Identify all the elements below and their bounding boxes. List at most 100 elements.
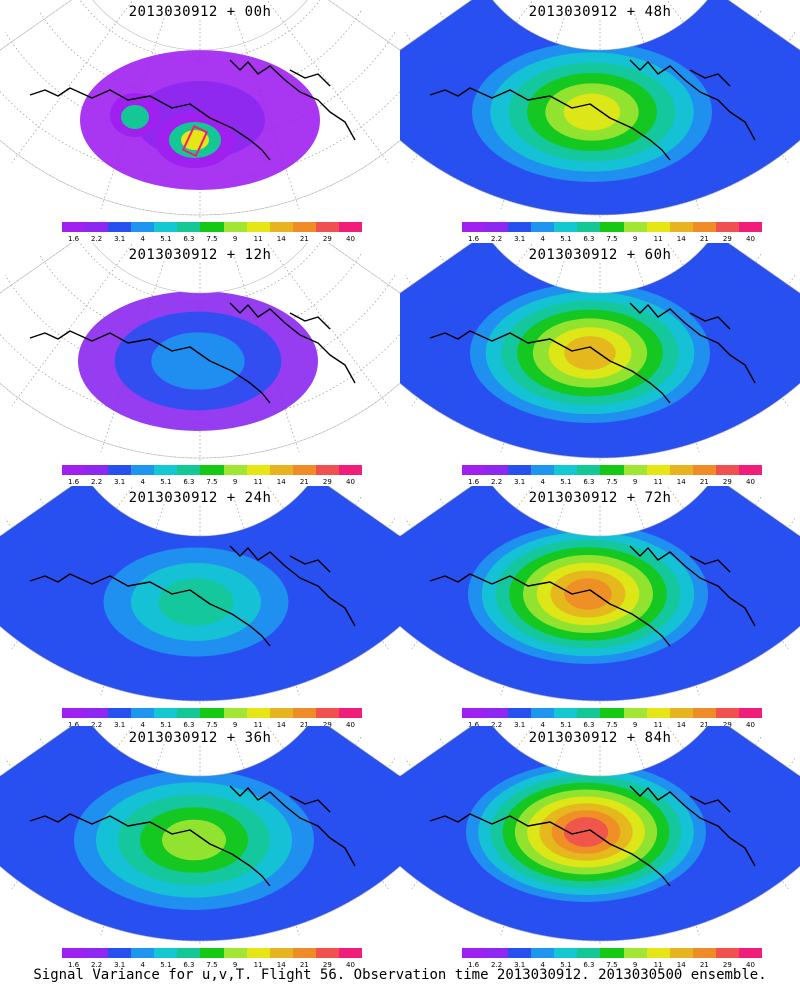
colorbar-label: 14 bbox=[276, 721, 286, 729]
colorbar-label: 40 bbox=[345, 721, 355, 729]
colorbar-swatch bbox=[246, 708, 270, 718]
colorbar-swatch bbox=[600, 465, 624, 475]
colorbar-label: 11 bbox=[653, 478, 663, 486]
colorbar-label: 9 bbox=[632, 721, 638, 729]
variance-field bbox=[78, 291, 318, 431]
colorbar-label: 40 bbox=[345, 235, 355, 243]
coastline bbox=[429, 59, 756, 161]
colorbar-swatch bbox=[554, 465, 578, 475]
colorbar-label: 21 bbox=[299, 961, 309, 969]
colorbar-label: 29 bbox=[722, 721, 732, 729]
colorbar-swatch bbox=[692, 222, 716, 232]
colorbar-swatch bbox=[738, 465, 763, 475]
colorbar-swatch bbox=[154, 222, 178, 232]
colorbar-swatch bbox=[338, 222, 363, 232]
colorbar-swatch bbox=[715, 222, 739, 232]
variance-field bbox=[400, 486, 800, 701]
colorbar-swatch bbox=[315, 708, 339, 718]
colorbar-label: 2.2 bbox=[491, 961, 503, 969]
colorbar-swatch bbox=[108, 222, 132, 232]
coastline bbox=[29, 545, 356, 647]
colorbar-label: 21 bbox=[299, 478, 309, 486]
colorbar-label: 21 bbox=[699, 478, 709, 486]
colorbar-label: 2.2 bbox=[491, 721, 503, 729]
colorbar-swatch bbox=[269, 222, 293, 232]
colorbar-label: 9 bbox=[632, 235, 638, 243]
colorbar-swatch bbox=[338, 708, 363, 718]
colorbar-swatch bbox=[200, 222, 224, 232]
colorbar-swatch bbox=[338, 465, 363, 475]
colorbar-swatch bbox=[738, 222, 763, 232]
colorbar-swatch bbox=[131, 948, 155, 958]
colorbar-label: 2.2 bbox=[491, 478, 503, 486]
colorbar-swatch bbox=[600, 948, 624, 958]
domain-outline bbox=[0, 486, 400, 702]
colorbar-swatch bbox=[738, 948, 763, 958]
colorbar-label: 1.6 bbox=[467, 961, 480, 969]
colorbar-label: 6.3 bbox=[583, 235, 595, 243]
colorbar-label: 29 bbox=[322, 478, 332, 486]
colorbar-swatch bbox=[292, 948, 316, 958]
colorbar-swatch bbox=[531, 465, 555, 475]
variance-field bbox=[0, 486, 400, 701]
panel-title: 2013030912 + 84h bbox=[528, 730, 672, 746]
colorbar-label: 7.5 bbox=[206, 961, 218, 969]
colorbar-label: 14 bbox=[676, 478, 686, 486]
colorbar-label: 14 bbox=[276, 961, 286, 969]
colorbar-swatch bbox=[623, 222, 647, 232]
colorbar-swatch bbox=[223, 708, 247, 718]
colorbar bbox=[462, 222, 763, 232]
colorbar-swatch bbox=[85, 708, 109, 718]
colorbar-swatch bbox=[292, 465, 316, 475]
colorbar-swatch bbox=[623, 465, 647, 475]
forecast-panel-p60: 2013030912 + 60h 1.6 2.2 3.1 4 5.1 6.3 7.5 9 11 14… bbox=[400, 243, 800, 486]
colorbar-label: 6.3 bbox=[583, 721, 595, 729]
colorbar-swatch bbox=[692, 708, 716, 718]
colorbar-swatch bbox=[623, 948, 647, 958]
colorbar bbox=[62, 465, 363, 475]
colorbar-swatch bbox=[623, 708, 647, 718]
colorbar-label: 40 bbox=[745, 961, 755, 969]
colorbar-swatch bbox=[600, 222, 624, 232]
colorbar-swatch bbox=[62, 465, 86, 475]
colorbar-label: 3.1 bbox=[514, 721, 526, 729]
colorbar-labels: 1.6 2.2 3.1 4 5.1 6.3 7.5 9 11 14 21 29 40 bbox=[462, 961, 762, 971]
colorbar-label: 3.1 bbox=[514, 961, 526, 969]
domain-outline bbox=[400, 726, 800, 942]
colorbar-label: 40 bbox=[745, 721, 755, 729]
colorbar-swatch bbox=[554, 222, 578, 232]
colorbar-label: 2.2 bbox=[91, 721, 103, 729]
colorbar-label: 1.6 bbox=[67, 721, 80, 729]
colorbar-label: 40 bbox=[745, 235, 755, 243]
coastline bbox=[29, 302, 356, 404]
variance-map bbox=[0, 486, 400, 706]
forecast-panel-p36: 2013030912 + 36h 1.6 2.2 3.1 4 5.1 6.3 7.5 9 11 14… bbox=[0, 726, 400, 969]
colorbar-label: 2.2 bbox=[91, 235, 103, 243]
colorbar-label: 5.1 bbox=[560, 478, 572, 486]
colorbar-label: 11 bbox=[253, 721, 263, 729]
colorbar-label: 3.1 bbox=[514, 235, 526, 243]
colorbar-swatch bbox=[62, 708, 86, 718]
colorbar-label: 7.5 bbox=[606, 961, 618, 969]
colorbar-label: 3.1 bbox=[114, 721, 126, 729]
colorbar-swatch bbox=[85, 465, 109, 475]
colorbar-swatch bbox=[669, 465, 693, 475]
colorbar-label: 11 bbox=[653, 721, 663, 729]
colorbar-label: 4 bbox=[140, 721, 145, 729]
colorbar-swatch bbox=[200, 708, 224, 718]
colorbar-label: 6.3 bbox=[183, 961, 195, 969]
colorbar-label: 4 bbox=[140, 961, 145, 969]
colorbar-label: 2.2 bbox=[91, 478, 103, 486]
colorbar-swatch bbox=[715, 948, 739, 958]
colorbar-labels: 1.6 2.2 3.1 4 5.1 6.3 7.5 9 11 14 21 29 40 bbox=[62, 235, 362, 245]
colorbar-label: 5.1 bbox=[160, 478, 172, 486]
colorbar-swatch bbox=[177, 948, 201, 958]
colorbar-swatch bbox=[246, 465, 270, 475]
colorbar-swatch bbox=[508, 222, 532, 232]
colorbar-label: 29 bbox=[722, 478, 732, 486]
colorbar-swatch bbox=[315, 222, 339, 232]
colorbar-swatch bbox=[738, 708, 763, 718]
colorbar-label: 6.3 bbox=[583, 961, 595, 969]
colorbar-label: 2.2 bbox=[91, 961, 103, 969]
colorbar-label: 5.1 bbox=[560, 721, 572, 729]
